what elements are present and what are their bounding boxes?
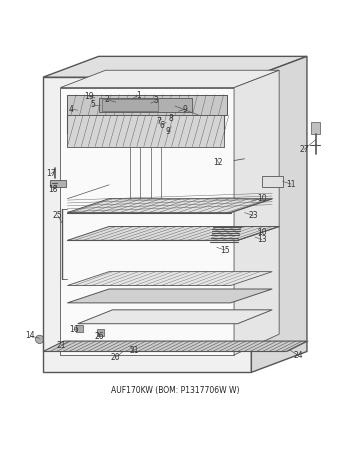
Circle shape (166, 102, 173, 110)
Circle shape (162, 98, 177, 114)
Text: 9: 9 (166, 126, 170, 135)
Polygon shape (97, 329, 104, 336)
Polygon shape (43, 77, 251, 372)
Text: 12: 12 (214, 159, 223, 168)
Circle shape (111, 169, 135, 193)
Text: 16: 16 (69, 325, 78, 334)
Polygon shape (67, 226, 279, 241)
Text: 13: 13 (257, 235, 267, 244)
Polygon shape (251, 56, 307, 372)
Text: 27: 27 (299, 145, 309, 154)
Ellipse shape (158, 312, 192, 322)
Text: 23: 23 (248, 211, 258, 220)
Text: 21: 21 (129, 346, 139, 355)
Text: 6: 6 (159, 120, 164, 130)
Polygon shape (99, 98, 192, 112)
Text: 25: 25 (53, 211, 62, 220)
Text: 14: 14 (25, 332, 35, 340)
Polygon shape (102, 99, 158, 111)
Polygon shape (50, 180, 66, 187)
Circle shape (35, 335, 44, 343)
Circle shape (52, 164, 58, 170)
Text: 9: 9 (183, 105, 188, 114)
Text: 24: 24 (293, 351, 303, 360)
Polygon shape (61, 70, 279, 87)
Text: 17: 17 (46, 169, 56, 178)
Text: 18: 18 (48, 185, 57, 194)
Polygon shape (67, 289, 272, 303)
Text: 26: 26 (94, 332, 104, 341)
Polygon shape (76, 325, 83, 333)
Polygon shape (234, 70, 279, 355)
Text: 10: 10 (257, 228, 267, 237)
Text: 3: 3 (153, 96, 158, 105)
Text: 8: 8 (168, 114, 173, 123)
Polygon shape (262, 176, 283, 187)
Text: 7: 7 (156, 117, 161, 126)
Polygon shape (67, 199, 272, 212)
Text: 10: 10 (258, 193, 267, 202)
Text: 20: 20 (111, 353, 120, 362)
Circle shape (102, 160, 144, 202)
Text: 21: 21 (56, 341, 66, 350)
Polygon shape (67, 116, 224, 147)
Polygon shape (67, 272, 272, 285)
Text: 19: 19 (84, 92, 94, 101)
Polygon shape (43, 56, 307, 77)
Text: AUF170KW (BOM: P1317706W W): AUF170KW (BOM: P1317706W W) (111, 386, 239, 395)
Text: 11: 11 (287, 180, 296, 188)
Polygon shape (312, 122, 320, 135)
Text: 2: 2 (105, 95, 110, 104)
Polygon shape (43, 341, 307, 352)
Text: 5: 5 (90, 101, 95, 110)
Text: 1: 1 (136, 91, 141, 100)
Text: 15: 15 (220, 246, 230, 255)
Text: 4: 4 (68, 105, 73, 114)
Polygon shape (67, 95, 227, 116)
Polygon shape (78, 310, 272, 324)
Polygon shape (61, 87, 234, 355)
